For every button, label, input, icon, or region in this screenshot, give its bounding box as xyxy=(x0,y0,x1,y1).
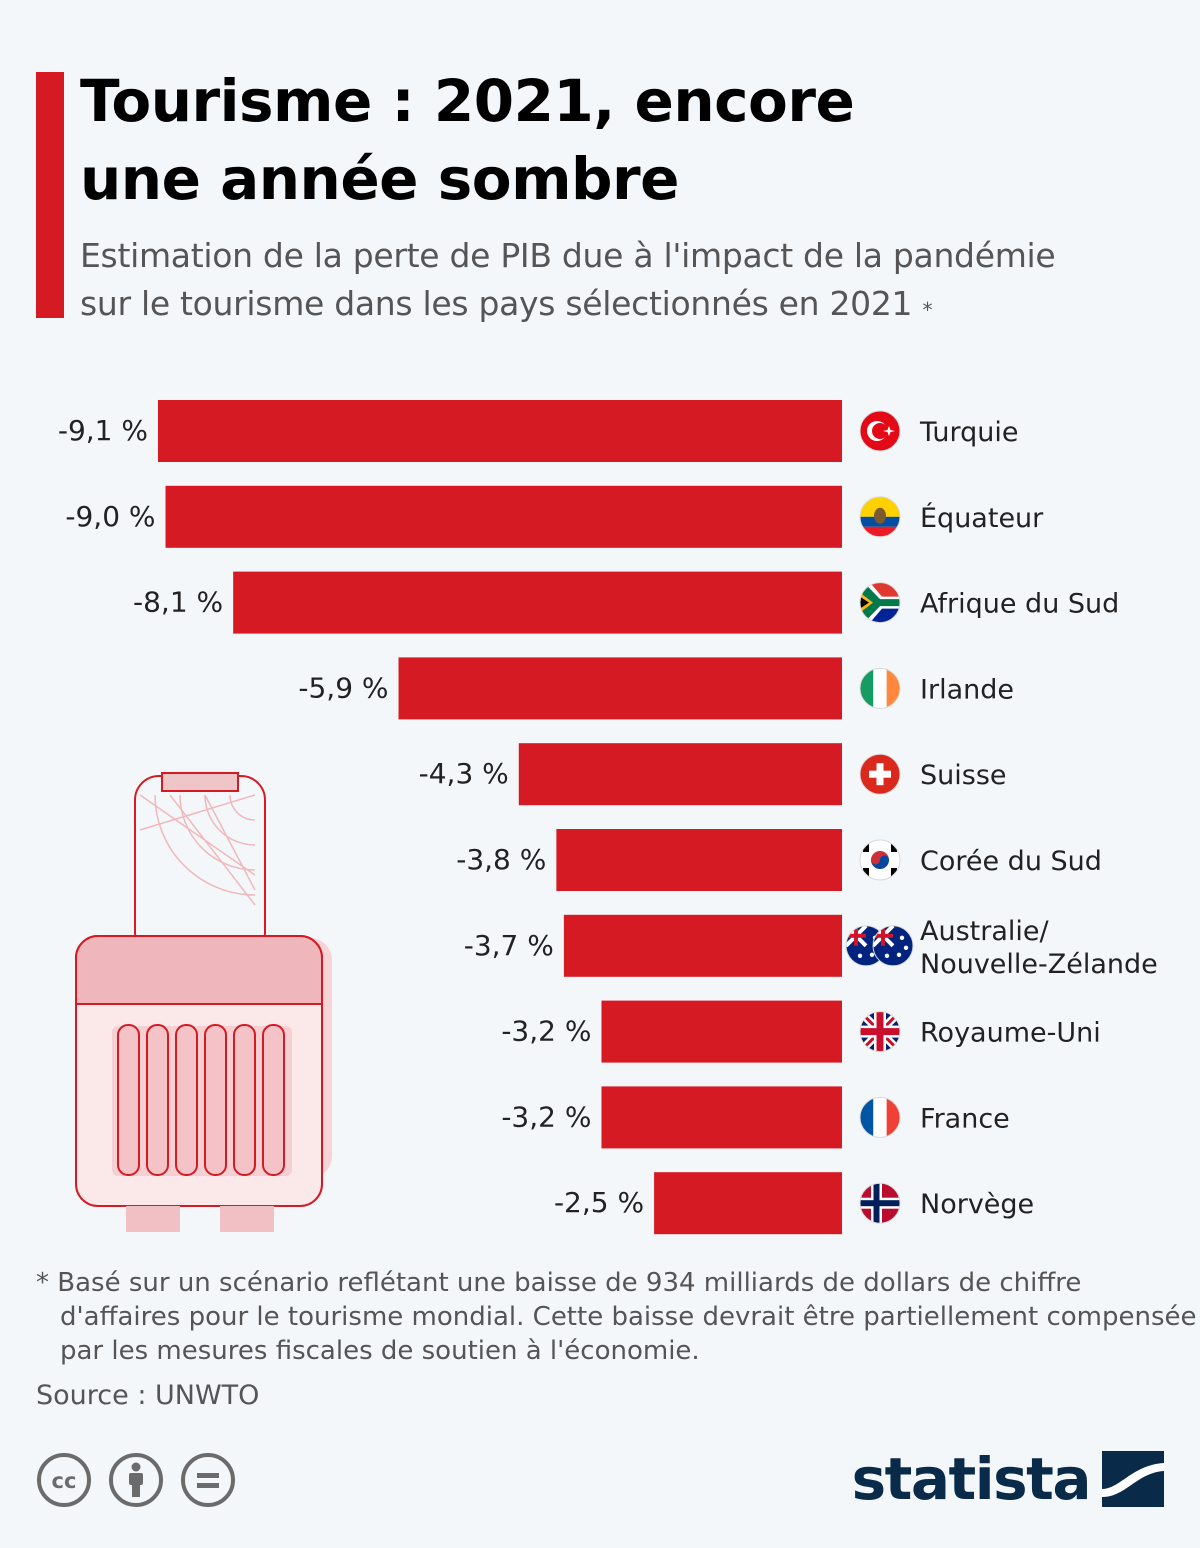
category-label: Irlande xyxy=(920,674,1014,705)
subtitle-line-2: sur le tourisme dans les pays sélectionn… xyxy=(80,284,913,323)
category-label: Turquie xyxy=(919,417,1019,448)
flag-icon xyxy=(859,1011,901,1053)
category-label: Corée du Sud xyxy=(920,846,1102,877)
license-icons: cc xyxy=(36,1452,236,1508)
flag-icon xyxy=(859,839,901,881)
value-label: -3,2 % xyxy=(501,1015,591,1048)
category-label: Norvège xyxy=(920,1189,1034,1220)
bar xyxy=(518,743,842,806)
bar xyxy=(398,657,842,720)
bar xyxy=(654,1172,842,1235)
flag-icon xyxy=(859,582,901,624)
luggage-illustration xyxy=(75,772,332,1232)
category-label: Suisse xyxy=(920,760,1007,791)
by-icon[interactable] xyxy=(108,1452,164,1508)
flag-icon xyxy=(859,1096,901,1138)
bar xyxy=(165,485,842,548)
chart-subtitle: Estimation de la perte de PIB due à l'im… xyxy=(80,232,1180,328)
title-line-2: une année sombre xyxy=(80,145,679,213)
cc-icon[interactable]: cc xyxy=(36,1452,92,1508)
bar xyxy=(601,1086,842,1149)
bar-chart: -9,1 % Turquie -9,0 % Équateur -8,1 % Afrique… xyxy=(58,400,1158,1235)
category-label: Australie/Nouvelle-Zélande xyxy=(920,916,1158,980)
value-label: -3,7 % xyxy=(464,929,554,962)
flag-icon xyxy=(845,925,914,967)
value-label: -9,0 % xyxy=(65,500,155,533)
title-line-1: Tourisme : 2021, encore xyxy=(80,67,855,135)
value-label: -3,2 % xyxy=(501,1100,591,1133)
flag-icon xyxy=(859,1182,901,1224)
flag-icon xyxy=(859,410,901,452)
statista-logo-icon xyxy=(1102,1451,1164,1507)
value-label: -9,1 % xyxy=(58,414,148,447)
flag-icon xyxy=(859,496,901,538)
subtitle-line-1: Estimation de la perte de PIB due à l'im… xyxy=(80,236,1056,275)
value-label: -8,1 % xyxy=(133,586,223,619)
value-label: -3,8 % xyxy=(456,843,546,876)
brand-name: statista xyxy=(851,1445,1092,1513)
nd-icon[interactable] xyxy=(180,1452,236,1508)
bar xyxy=(601,1000,842,1063)
category-label: France xyxy=(920,1103,1010,1134)
category-label: Afrique du Sud xyxy=(920,589,1119,620)
bar xyxy=(563,914,842,977)
value-label: -4,3 % xyxy=(419,757,509,790)
accent-bar xyxy=(36,72,64,318)
category-label: Royaume-Uni xyxy=(920,1018,1101,1049)
source-note: Source : UNWTO xyxy=(36,1380,260,1411)
svg-text:cc: cc xyxy=(52,1469,77,1493)
value-label: -5,9 % xyxy=(298,671,388,704)
category-label: Équateur xyxy=(920,502,1044,534)
flag-icon xyxy=(859,753,901,795)
bar xyxy=(556,829,842,891)
flag-icon xyxy=(859,667,901,709)
footnote-marker: * xyxy=(922,298,933,322)
value-label: -2,5 % xyxy=(554,1186,644,1219)
bar xyxy=(158,400,842,462)
statista-logo[interactable]: statista xyxy=(852,1450,1164,1508)
chart-title: Tourisme : 2021, encore une année sombre xyxy=(80,62,855,218)
bar xyxy=(233,571,842,634)
footnote: * Basé sur un scénario reflétant une bai… xyxy=(36,1268,1197,1366)
